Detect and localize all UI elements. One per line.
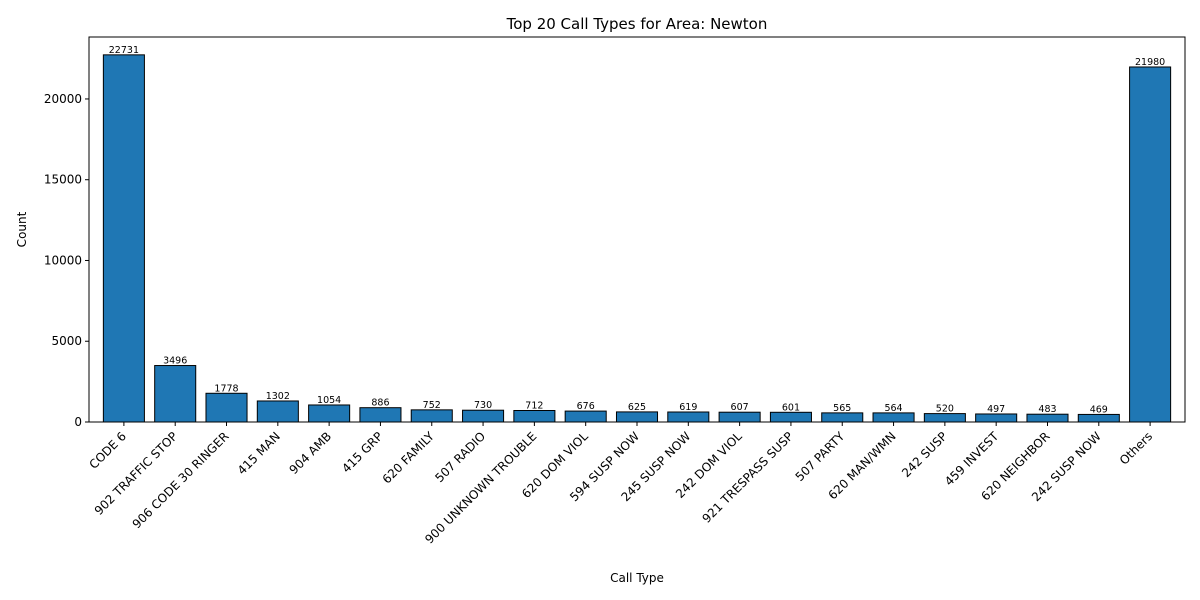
bar-value-label: 497: [987, 404, 1005, 415]
bar: [462, 409, 505, 423]
bar-value-label: 1302: [266, 391, 290, 402]
bar: [256, 400, 299, 423]
bar: [410, 409, 453, 423]
bar-value-label: 520: [936, 404, 954, 415]
x-tick-label: 620 FAMILY: [380, 429, 438, 487]
x-tick-label: 906 CODE 30 RINGER: [130, 429, 232, 531]
bar-value-label: 619: [679, 402, 697, 413]
bar-value-label: 1054: [317, 395, 341, 406]
y-tick-label: 15000: [44, 173, 82, 187]
bar: [821, 412, 864, 423]
y-tick-label: 20000: [44, 92, 82, 106]
plot-frame: [88, 36, 1186, 423]
bar-value-label: 3496: [163, 356, 187, 367]
x-tick-label: Others: [1117, 429, 1155, 467]
x-tick-label: CODE 6: [87, 429, 130, 472]
bar-value-label: 752: [423, 400, 441, 411]
bar-value-label: 730: [474, 400, 492, 411]
bar: [615, 411, 659, 423]
x-tick-label: 921 TRESPASS SUSP: [699, 429, 796, 526]
bar-value-label: 483: [1038, 404, 1056, 415]
bar-value-label: 564: [884, 403, 902, 414]
bar-value-label: 1778: [214, 383, 238, 394]
bar-value-label: 886: [371, 398, 389, 409]
bar: [975, 413, 1018, 423]
bar: [308, 404, 351, 423]
y-tick-label: 10000: [44, 253, 82, 267]
x-tick-label: 904 AMB: [287, 429, 335, 477]
bar: [513, 409, 556, 423]
bar: [102, 54, 145, 423]
y-axis-label: Count: [15, 211, 29, 247]
bar-value-label: 22731: [109, 45, 139, 56]
bar: [769, 411, 812, 423]
y-tick-label: 0: [74, 415, 82, 429]
x-axis-label: Call Type: [610, 571, 664, 585]
x-tick-label: 415 GRP: [339, 429, 385, 475]
x-tick-label: 507 PARTY: [793, 429, 848, 484]
x-tick-label: 415 MAN: [235, 429, 283, 477]
bar: [564, 410, 607, 423]
x-tick-label: 242 SUSP: [899, 429, 950, 480]
data-labels-layer: 22731 3496 1778 1302 1054 886 752 730 712 676 625 6…: [109, 45, 1165, 416]
bar-value-label: 607: [731, 402, 749, 413]
bar: [872, 412, 915, 423]
bar: [1077, 413, 1120, 423]
bar: [718, 411, 761, 423]
bar-value-label: 21980: [1135, 57, 1165, 68]
y-tick-label: 5000: [51, 334, 82, 348]
bar: [205, 392, 248, 423]
bar-value-label: 565: [833, 403, 851, 414]
bar-value-label: 712: [525, 400, 543, 411]
bar-value-label: 469: [1090, 404, 1108, 415]
bar-value-label: 625: [628, 402, 646, 413]
bars-layer: [102, 54, 1172, 423]
bar: [923, 413, 966, 423]
bar: [154, 365, 197, 423]
bar: [359, 407, 402, 423]
chart-title: Top 20 Call Types for Area: Newton: [506, 15, 768, 33]
bar-value-label: 676: [577, 401, 595, 412]
bar: [1129, 66, 1172, 423]
x-tick-label: 507 RADIO: [432, 429, 488, 485]
y-ticks-layer: 0 5000 10000 15000 20000: [44, 92, 89, 429]
bar-value-label: 601: [782, 402, 800, 413]
bar: [1026, 413, 1069, 423]
bar: [667, 411, 710, 423]
